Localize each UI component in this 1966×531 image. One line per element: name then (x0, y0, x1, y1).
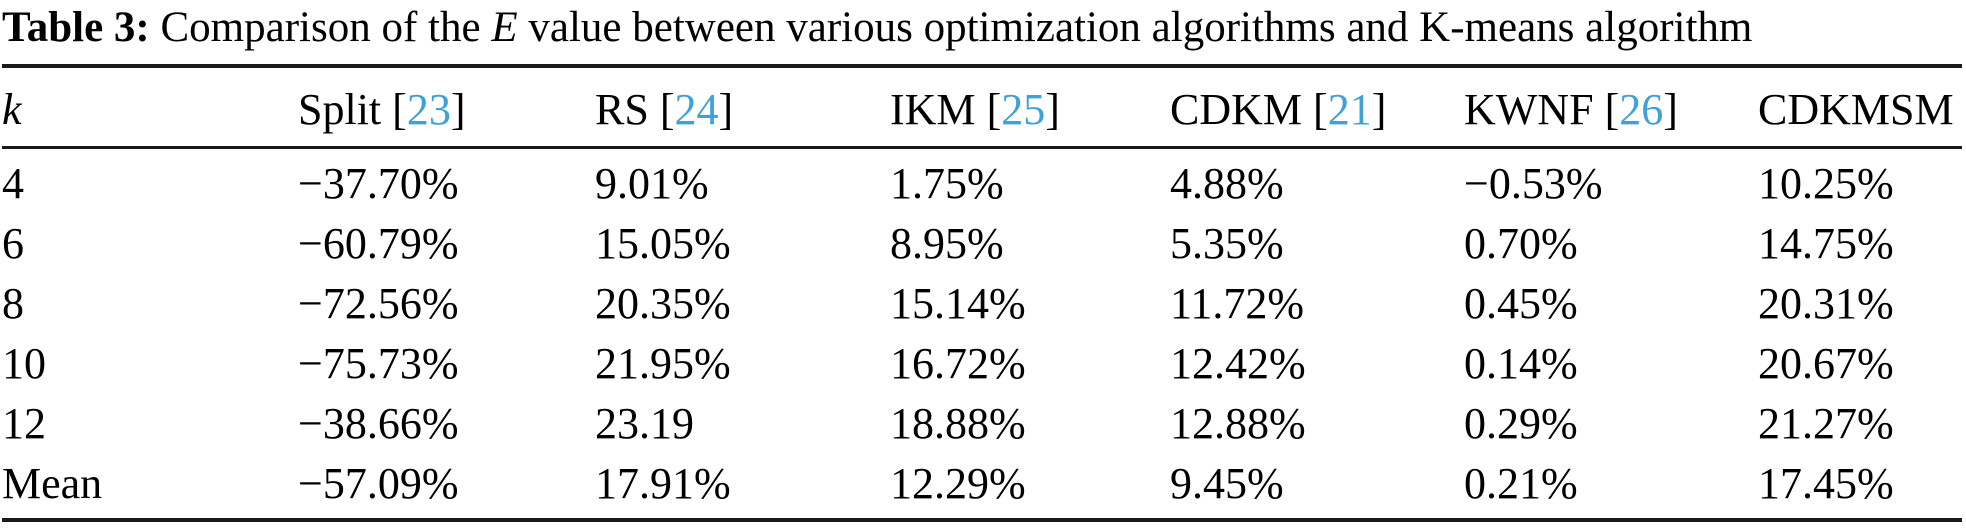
cell-cdkmsm: 14.75% (1758, 219, 1894, 268)
table-row-k12: 12 −38.66% 23.19 18.88% 12.88% 0.29% 21.… (2, 394, 1962, 454)
cell-cdkm: 9.45% (1170, 459, 1284, 508)
citation-link-26[interactable]: 26 (1619, 85, 1664, 134)
cell-kwnf: 0.14% (1464, 339, 1578, 388)
column-header-cdkm-label: CDKM (1170, 85, 1303, 134)
cell-split: −60.79% (298, 219, 459, 268)
column-header-kwnf: KWNF [26] (1464, 66, 1758, 149)
bracket-open: [ (975, 85, 1002, 134)
cell-k: 4 (2, 159, 24, 208)
cell-rs: 15.05% (595, 219, 731, 268)
citation-link-24[interactable]: 24 (674, 85, 719, 134)
cell-split: −75.73% (298, 339, 459, 388)
header-row: k Split [23] RS [24] IKM [25] CDKM [21] … (2, 66, 1962, 149)
cell-k: 10 (2, 339, 46, 388)
bracket-close: ] (718, 85, 734, 134)
bracket-close: ] (1045, 85, 1060, 134)
citation-link-21[interactable]: 21 (1327, 85, 1372, 134)
column-header-split-label: Split (298, 85, 382, 134)
cell-cdkmsm: 20.67% (1758, 339, 1894, 388)
bracket-open: [ (1302, 85, 1328, 134)
bracket-open: [ (1593, 85, 1620, 134)
column-header-cdkm: CDKM [21] (1170, 66, 1464, 149)
table-row-k6: 6 −60.79% 15.05% 8.95% 5.35% 0.70% 14.75… (2, 214, 1962, 274)
table-caption-text-2: value between various optimization algor… (517, 4, 1753, 51)
cell-k: 8 (2, 279, 24, 328)
cell-cdkm: 11.72% (1170, 279, 1305, 328)
cell-cdkmsm: 20.31% (1758, 279, 1894, 328)
citation-link-23[interactable]: 23 (406, 85, 451, 134)
cell-cdkm: 12.88% (1170, 399, 1306, 448)
cell-cdkmsm: 17.45% (1758, 459, 1894, 508)
cell-split: −72.56% (298, 279, 459, 328)
cell-cdkm: 5.35% (1170, 219, 1284, 268)
cell-ikm: 16.72% (890, 339, 1026, 388)
cell-k: Mean (2, 459, 103, 508)
bracket-close: ] (1663, 85, 1678, 134)
cell-split: −38.66% (298, 399, 459, 448)
cell-rs: 17.91% (595, 459, 731, 508)
bracket-close: ] (1371, 85, 1387, 134)
table-caption-text-1: Comparison of the (149, 4, 492, 51)
column-header-k: k (2, 66, 298, 149)
cell-ikm: 18.88% (890, 399, 1026, 448)
table-caption: Table 3: Comparison of the E value betwe… (2, 2, 1966, 54)
cell-rs: 9.01% (595, 159, 709, 208)
cell-k: 6 (2, 219, 24, 268)
cell-cdkmsm: 21.27% (1758, 399, 1894, 448)
table-caption-math-e: E (491, 4, 518, 51)
cell-k: 12 (2, 399, 46, 448)
bracket-open: [ (381, 85, 407, 134)
comparison-table: k Split [23] RS [24] IKM [25] CDKM [21] … (2, 64, 1962, 522)
cell-ikm: 12.29% (890, 459, 1026, 508)
cell-kwnf: 0.21% (1464, 459, 1578, 508)
cell-cdkm: 4.88% (1170, 159, 1284, 208)
cell-rs: 21.95% (595, 339, 731, 388)
column-header-k-label: k (2, 85, 22, 134)
cell-ikm: 1.75% (890, 159, 1004, 208)
cell-kwnf: 0.70% (1464, 219, 1578, 268)
cell-split: −37.70% (298, 159, 459, 208)
column-header-split: Split [23] (298, 66, 595, 149)
bracket-open: [ (648, 85, 675, 134)
cell-rs: 23.19 (595, 399, 694, 448)
column-header-kwnf-label: KWNF (1464, 85, 1594, 134)
citation-link-25[interactable]: 25 (1001, 85, 1046, 134)
table-caption-label: Table 3: (2, 4, 150, 51)
column-header-rs-label: RS (595, 85, 649, 134)
cell-kwnf: 0.29% (1464, 399, 1578, 448)
cell-kwnf: −0.53% (1464, 159, 1603, 208)
table-row-k8: 8 −72.56% 20.35% 15.14% 11.72% 0.45% 20.… (2, 274, 1962, 334)
cell-ikm: 8.95% (890, 219, 1004, 268)
cell-ikm: 15.14% (890, 279, 1026, 328)
bracket-close: ] (450, 85, 466, 134)
column-header-cdkmsm-label: CDKMSM (1758, 85, 1954, 134)
column-header-cdkmsm: CDKMSM (1758, 66, 1962, 149)
cell-cdkmsm: 10.25% (1758, 159, 1894, 208)
table-row-k10: 10 −75.73% 21.95% 16.72% 12.42% 0.14% 20… (2, 334, 1962, 394)
cell-cdkm: 12.42% (1170, 339, 1306, 388)
column-header-ikm-label: IKM (890, 85, 976, 134)
cell-kwnf: 0.45% (1464, 279, 1578, 328)
table-row-mean: Mean −57.09% 17.91% 12.29% 9.45% 0.21% 1… (2, 454, 1962, 520)
cell-split: −57.09% (298, 459, 459, 508)
column-header-ikm: IKM [25] (890, 66, 1170, 149)
table-row-k4: 4 −37.70% 9.01% 1.75% 4.88% −0.53% 10.25… (2, 148, 1962, 215)
cell-rs: 20.35% (595, 279, 731, 328)
column-header-rs: RS [24] (595, 66, 890, 149)
